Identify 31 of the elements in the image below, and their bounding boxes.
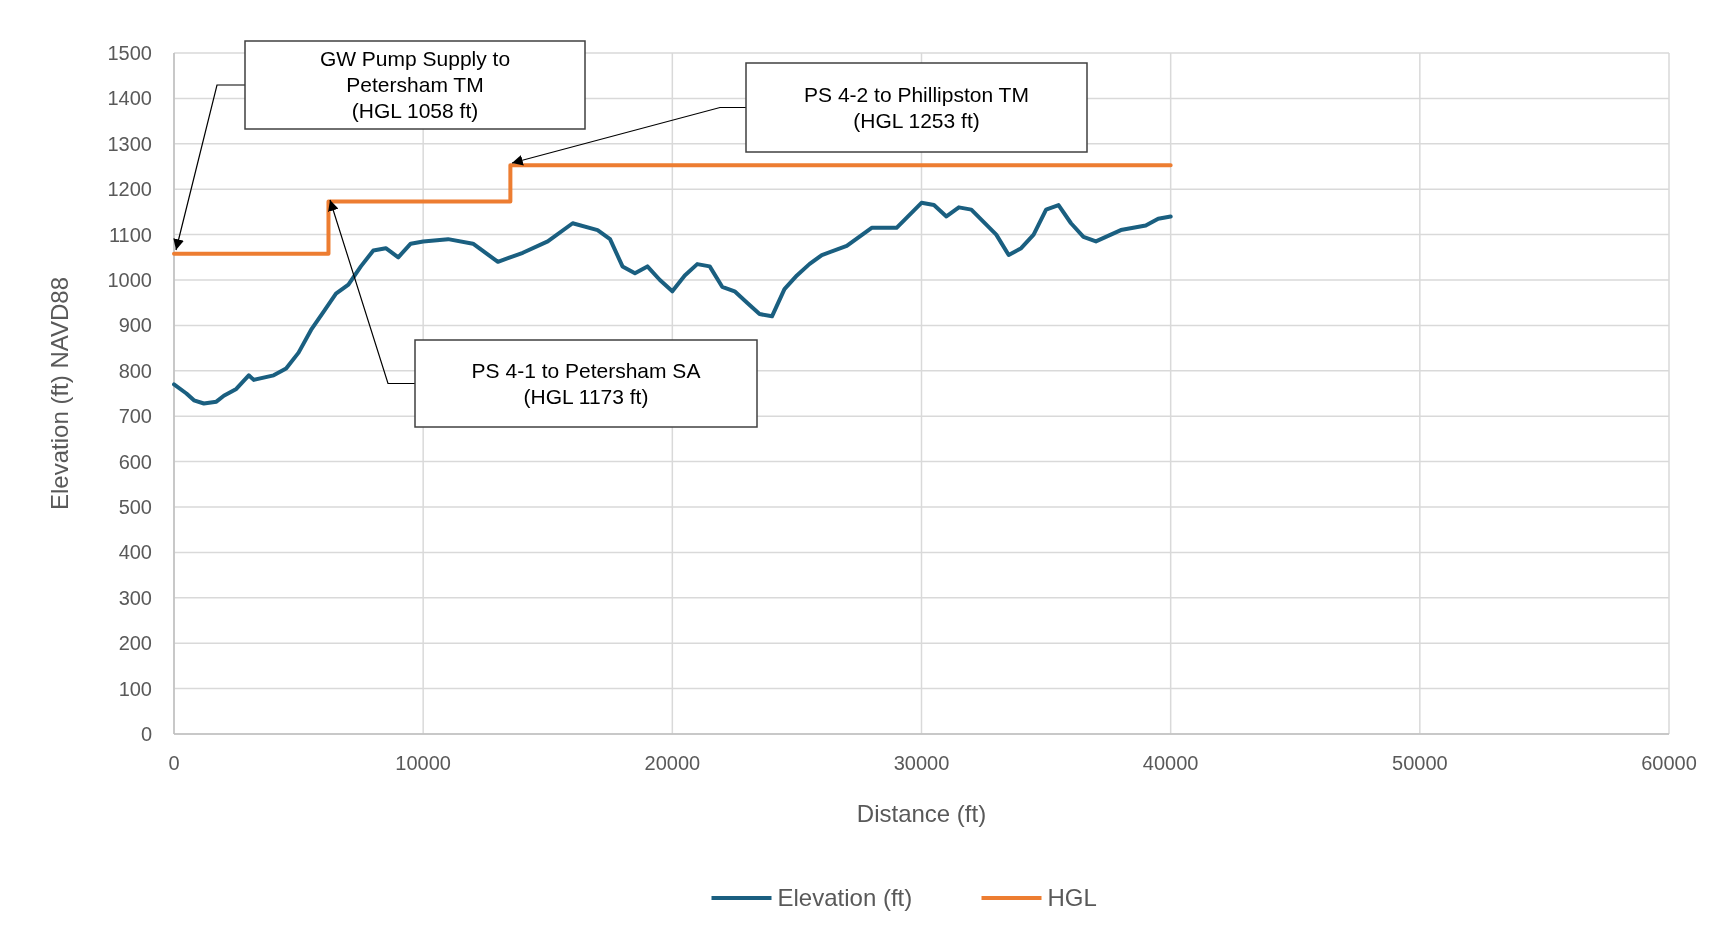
- y-tick-label: 900: [118, 314, 152, 337]
- annotation: PS 4-2 to Phillipston TM (HGL 1253 ft): [804, 82, 1029, 132]
- y-tick-label: 1100: [108, 223, 152, 246]
- x-tick-label: 0: [168, 752, 180, 774]
- y-tick-label: 0: [140, 723, 152, 745]
- y-tick-label: 500: [118, 496, 152, 518]
- legend-label: HGL: [1047, 884, 1097, 912]
- x-axis-title: Distance (ft): [856, 800, 987, 827]
- y-tick-label: 300: [118, 586, 152, 609]
- y-tick-label: 400: [118, 541, 152, 564]
- x-tick-label: 60000: [1641, 752, 1697, 774]
- annotation: GW Pump Supply to Petersham TM (HGL 1058 ft): [319, 47, 511, 123]
- line-series: [172, 200, 1173, 406]
- y-tick-label: 200: [118, 632, 152, 655]
- x-tick-label: 50000: [1392, 752, 1448, 774]
- y-tick-label: 700: [118, 405, 152, 428]
- y-tick-label: 1300: [107, 132, 152, 155]
- x-tick-label: 20000: [644, 752, 701, 774]
- y-tick-label: 1500: [107, 42, 152, 64]
- annotation: PS 4-1 to Petersham SA (HGL 1173 ft): [471, 358, 701, 408]
- y-tick-label: 100: [118, 677, 152, 700]
- x-tick-label: 10000: [395, 752, 451, 774]
- x-tick-label: 30000: [893, 752, 950, 774]
- y-tick-label: 1200: [107, 178, 152, 201]
- y-tick-label: 600: [118, 450, 152, 473]
- y-tick-label: 1000: [107, 269, 152, 291]
- y-tick-label: 1400: [107, 87, 152, 110]
- y-tick-label: 800: [118, 359, 152, 382]
- y-axis-title: Elevation (ft) NAVD88: [46, 277, 73, 510]
- legend-label: Elevation (ft): [777, 884, 913, 912]
- x-tick-label: 40000: [1142, 752, 1199, 774]
